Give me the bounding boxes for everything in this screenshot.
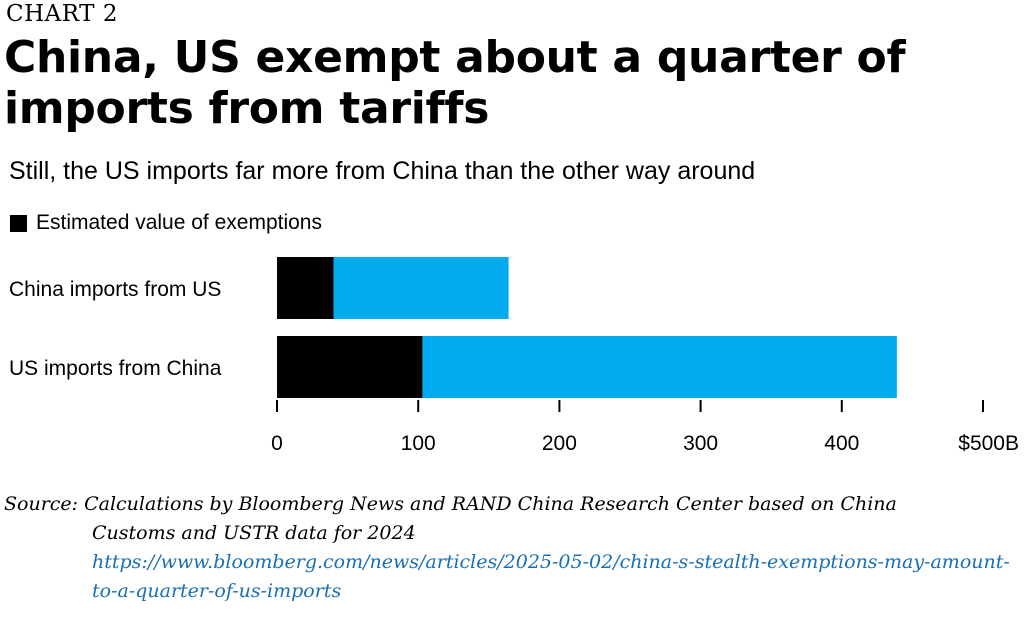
source-text-line-2: Customs and USTR data for 2024	[92, 522, 416, 544]
bar-segment-other	[422, 336, 897, 398]
source-text-line-1: Source: Calculations by Bloomberg News a…	[4, 493, 897, 515]
chart-title: China, US exempt about a quarter of impo…	[4, 32, 906, 134]
source-link[interactable]: https://www.bloomberg.com/news/articles/…	[92, 551, 1010, 602]
chart-subtitle: Still, the US imports far more from Chin…	[9, 157, 756, 185]
x-tick-label: 300	[683, 432, 718, 455]
x-tick-label: 200	[542, 432, 577, 455]
legend-swatch-exemptions	[10, 214, 27, 232]
bar-chart: China imports from US US imports from Chi…	[9, 257, 1019, 455]
x-tick-label: 400	[824, 432, 859, 455]
bar-segment-exemptions	[277, 336, 423, 398]
legend: Estimated value of exemptions	[10, 209, 322, 237]
bar-segment-exemptions	[277, 257, 334, 319]
x-tick-label: 100	[401, 432, 436, 455]
category-label: US imports from China	[9, 357, 222, 380]
source-link-wrap: https://www.bloomberg.com/news/articles/…	[4, 548, 1022, 606]
x-tick-label: $500B	[958, 432, 1019, 455]
legend-label-exemptions: Estimated value of exemptions	[36, 211, 322, 234]
category-label: China imports from US	[9, 278, 221, 301]
chart-number: CHART 2	[6, 1, 118, 27]
source-note: Source: Calculations by Bloomberg News a…	[4, 490, 1022, 606]
x-tick-label: 0	[271, 432, 283, 455]
bar-segment-other	[333, 257, 509, 319]
